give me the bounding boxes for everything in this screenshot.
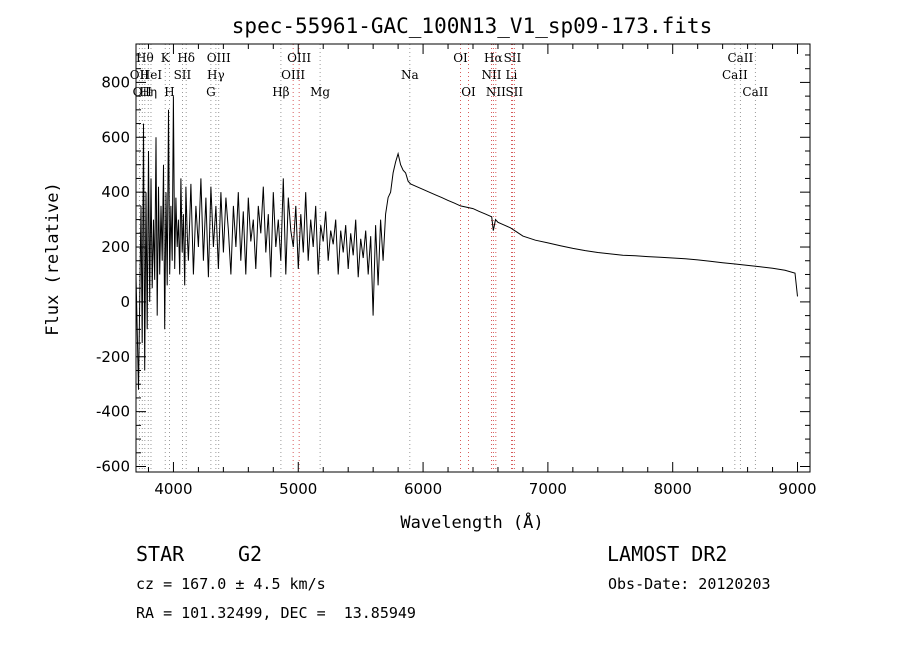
line-marker-label: NII xyxy=(486,85,506,99)
line-marker-label: CaII xyxy=(722,68,748,82)
obs-date: Obs-Date: 20120203 xyxy=(608,575,771,593)
spectrum-line xyxy=(135,96,798,390)
line-marker-label: Hβ xyxy=(272,85,289,99)
line-marker-label: OIII xyxy=(207,51,231,65)
x-tick-label: 4000 xyxy=(154,480,192,498)
line-marker-label: CaII xyxy=(727,51,753,65)
redshift-text: cz = 167.0 ± 4.5 km/s xyxy=(136,575,326,593)
x-tick-label: 5000 xyxy=(279,480,317,498)
axes-layer: 4000 5000 6000 7000 8000 9000 -600 -400 -200 0 200… xyxy=(96,43,817,498)
line-marker-label: NII xyxy=(481,68,501,82)
line-marker-label: SII xyxy=(174,68,192,82)
line-marker-label: CaII xyxy=(742,85,768,99)
y-tick-label: -600 xyxy=(96,458,130,476)
survey-name: LAMOST DR2 xyxy=(607,542,728,566)
line-marker-label: OI xyxy=(453,51,468,65)
line-marker-label: H xyxy=(164,85,174,99)
x-tick-label: 8000 xyxy=(654,480,692,498)
line-marker-label: OI xyxy=(461,85,476,99)
y-tick-label: 200 xyxy=(101,238,130,256)
line-marker-label: HeI xyxy=(140,68,163,82)
line-marker-label: G xyxy=(206,85,216,99)
y-tick-label: -400 xyxy=(96,403,130,421)
line-marker-label: Mg xyxy=(310,85,330,99)
x-tick-label: 6000 xyxy=(404,480,442,498)
subclass: G2 xyxy=(238,542,263,566)
object-type: STAR xyxy=(136,542,185,566)
line-marker-label: Hγ xyxy=(207,68,225,82)
line-marker-label: Hθ xyxy=(136,51,154,65)
line-marker-label: Hα xyxy=(484,51,503,65)
y-axis-label: Flux (relative) xyxy=(43,182,63,336)
line-marker-label: K xyxy=(161,51,171,65)
coordinates: RA = 101.32499, DEC = 13.85949 xyxy=(136,604,416,622)
line-marker-layer: OIIOIIHθHηHeIKHSIIHδGHγOIIIHβOIIIOIIIMgN… xyxy=(130,44,768,472)
y-tick-label: 0 xyxy=(120,293,130,311)
x-tick-label: 7000 xyxy=(529,480,567,498)
x-axis-label: Wavelength (Å) xyxy=(400,511,543,533)
line-marker-label: OIII xyxy=(287,51,311,65)
line-marker-label: SII xyxy=(505,85,523,99)
plot-frame xyxy=(135,43,811,473)
y-tick-label: 600 xyxy=(101,128,130,146)
line-marker-label: OII xyxy=(133,85,153,99)
y-tick-label: 400 xyxy=(101,183,130,201)
line-marker-label: Li xyxy=(506,68,518,82)
y-tick-label: -200 xyxy=(96,348,130,366)
x-tick-label: 9000 xyxy=(778,480,816,498)
chart-title: spec-55961-GAC_100N13_V1_sp09-173.fits xyxy=(232,14,712,38)
line-marker-label: OII xyxy=(130,68,150,82)
line-marker-label: Hδ xyxy=(177,51,195,65)
line-marker-label: OIII xyxy=(281,68,305,82)
data-layer xyxy=(135,96,798,390)
y-tick-label: 800 xyxy=(101,73,130,91)
line-marker-label: Na xyxy=(401,68,419,82)
line-marker-label: Hη xyxy=(139,85,157,99)
line-marker-label: SII xyxy=(504,51,522,65)
